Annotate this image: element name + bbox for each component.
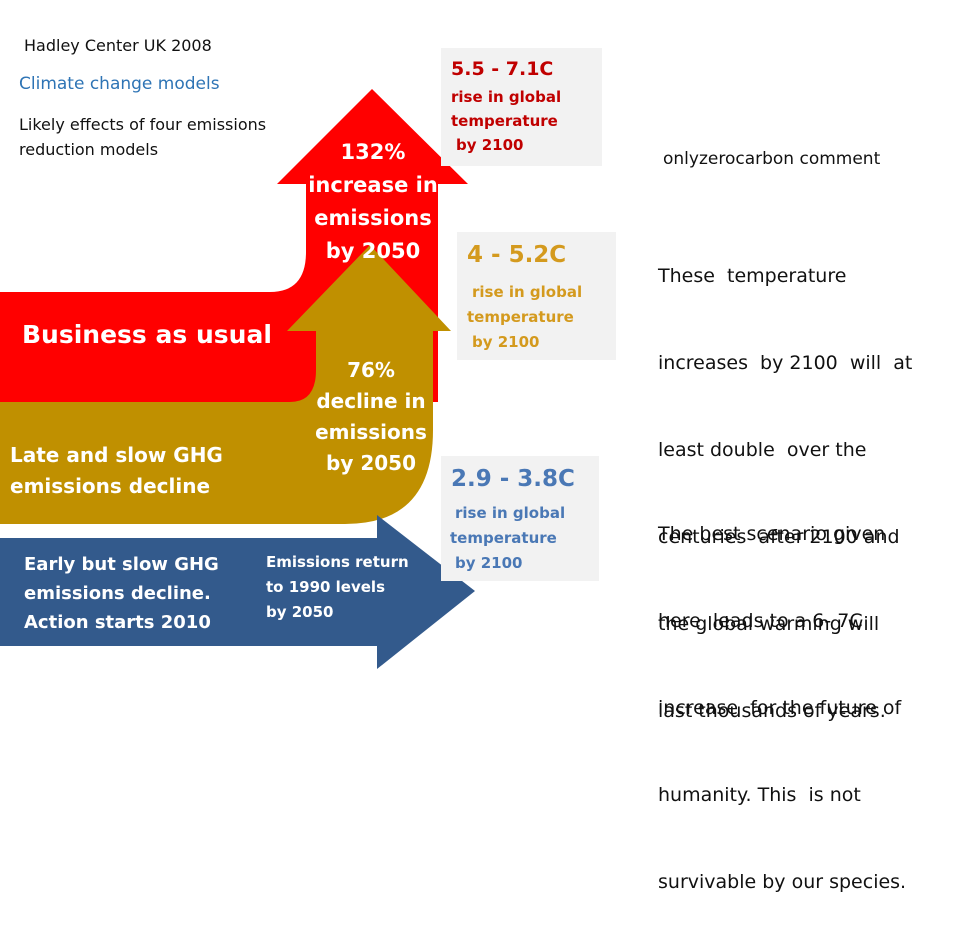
page-subtitle: Likely effects of four emissions reducti… [19,115,267,159]
result-box-red: 5.5 - 7.1C rise in global temperature by… [441,48,602,166]
result-text-blue: rise in global temperature by 2100 [450,504,566,572]
source-label: Hadley Center UK 2008 [24,36,212,55]
result-text-red: rise in global temperature by 2100 [451,88,562,154]
page-title: Climate change models [19,74,220,94]
gold-arrow [0,245,451,524]
result-range-blue: 2.9 - 3.8C [451,466,575,492]
scenario-business-as-usual: Business as usual [22,320,272,349]
result-range-gold: 4 - 5.2C [467,242,567,268]
red-arrow-text: 132% increase in emissions by 2050 [308,140,438,263]
blue-arrow [0,515,475,669]
comment-paragraph-2: The best scenario given here leads to a … [658,523,907,893]
gold-arrow-text: 76% decline in emissions by 2050 [315,358,427,475]
result-box-gold: 4 - 5.2C rise in global temperature by 2… [457,232,616,360]
blue-arrow-text: Emissions return to 1990 levels by 2050 [266,553,409,621]
comment-heading: onlyzerocarbon comment [663,149,881,169]
result-range-red: 5.5 - 7.1C [451,58,554,80]
result-box-blue: 2.9 - 3.8C rise in global temperature by… [441,456,599,581]
scenario-early-slow: Early but slow GHG emissions decline. Ac… [24,554,219,633]
result-text-gold: rise in global temperature by 2100 [467,283,583,351]
scenario-late-slow: Late and slow GHG emissions decline [10,443,223,498]
scenario-arrows [0,89,475,669]
comment-paragraph-1: These temperature increases by 2100 will… [658,265,913,722]
